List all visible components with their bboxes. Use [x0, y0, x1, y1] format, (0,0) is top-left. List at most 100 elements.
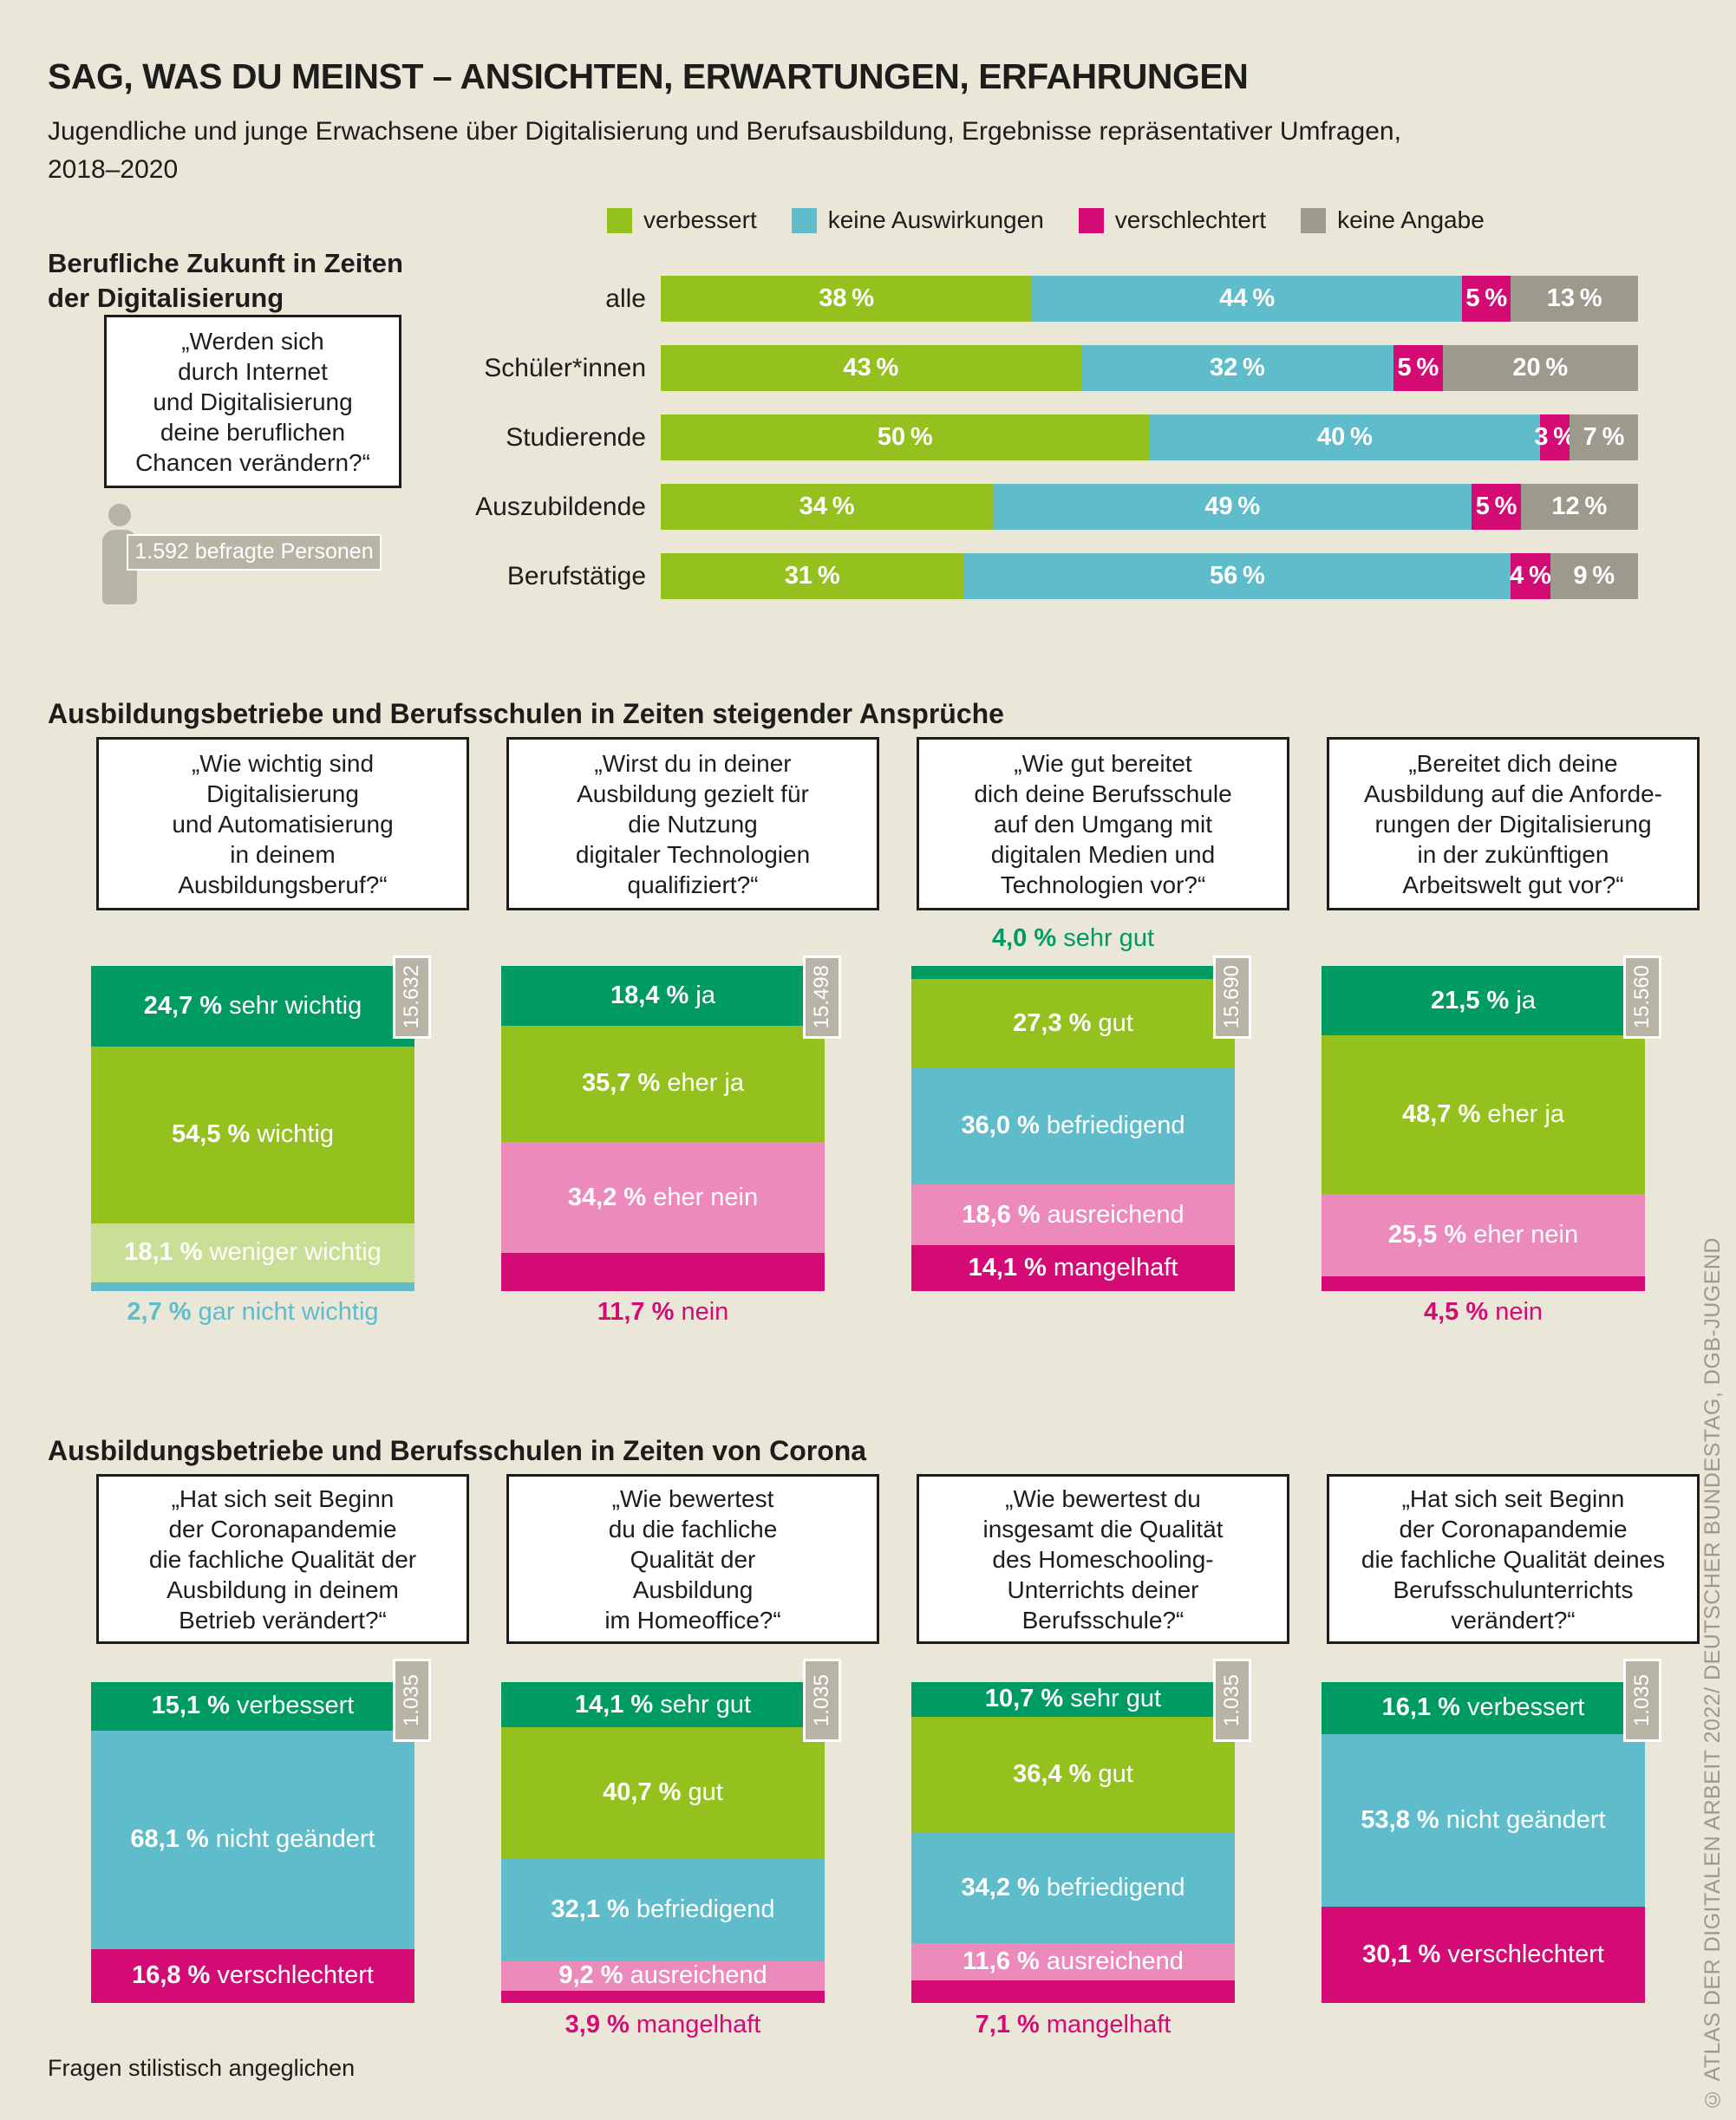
stacked-bar: 38 % 44 % 5 % 13 % — [661, 276, 1638, 322]
segment-value-label: 32 % — [1209, 354, 1265, 382]
bar-segment: 40 % — [1149, 414, 1541, 460]
bar-segment: 44 % — [1032, 276, 1463, 322]
segment-value: 11,6 % — [963, 1947, 1040, 1975]
bar-segment: 31 % — [661, 553, 964, 599]
bar-segment: 36,4 % gut — [911, 1716, 1235, 1834]
segment-label: 35,7 % eher ja — [582, 1069, 744, 1098]
bar-segment — [91, 1282, 414, 1291]
segment-text: sehr gut — [1063, 1685, 1162, 1713]
sample-size-value: 15.690 — [1220, 965, 1243, 1029]
legend-label: verbessert — [643, 206, 757, 233]
question-box: „Wie bewertest du insgesamt die Qualität… — [917, 1474, 1289, 1644]
segment-value-label: 49 % — [1204, 492, 1261, 520]
bar-segment: 40,7 % gut — [501, 1727, 825, 1858]
question-box: „Wie wichtig sind Digitalisierung und Au… — [96, 737, 469, 910]
segment-value-label: 20 % — [1512, 354, 1569, 382]
question-text: „Hat sich seit Beginn der Coronapandemie… — [1361, 1484, 1666, 1634]
segment-label: 30,1 % verschlechtert — [1362, 1941, 1604, 1969]
segment-text: gut — [1091, 1008, 1133, 1037]
segment-value-label: 13 % — [1546, 284, 1602, 312]
segment-label: 48,7 % eher ja — [1402, 1100, 1564, 1129]
segment-outside-label: 7,1 % mangelhaft — [911, 2011, 1235, 2039]
sample-size-box: 15.690 — [1213, 956, 1251, 1039]
segment-value-label: 44 % — [1219, 284, 1276, 312]
segment-text: ausreichend — [1040, 1200, 1185, 1229]
section2-heading: Ausbildungsbetriebe und Berufsschulen in… — [48, 697, 1004, 729]
legend-label: verschlechtert — [1114, 206, 1267, 233]
segment-label: 36,0 % befriedigend — [962, 1112, 1185, 1140]
segment-value: 16,8 % — [132, 1961, 211, 1990]
segment-value: 15,1 % — [151, 1692, 230, 1720]
sample-size-value: 15.632 — [400, 965, 423, 1029]
legend-color-chip — [607, 207, 632, 233]
legend: verbessert keine Auswirkungen verschlechte… — [607, 206, 1485, 234]
segment-label: 14,1 % mangelhaft — [969, 1254, 1178, 1282]
segment-label: 34,2 % befriedigend — [962, 1874, 1185, 1902]
segment-value: 32,1 % — [551, 1895, 630, 1923]
segment-label: 18,1 % weniger wichtig — [124, 1238, 382, 1267]
bar-segment: 34,2 % eher nein — [501, 1141, 825, 1254]
bar-segment — [1322, 1276, 1645, 1292]
legend-item: keine Auswirkungen — [791, 206, 1044, 234]
segment-value: 25,5 % — [1387, 1220, 1467, 1249]
footnote: Fragen stilistisch angeglichen — [48, 2055, 356, 2081]
segment-text: eher ja — [660, 1069, 745, 1098]
bar-segment: 3 % — [1534, 414, 1576, 460]
segment-text: verschlechtert — [210, 1961, 374, 1990]
question-text: „Werden sich durch Internet und Digitali… — [135, 327, 370, 476]
segment-text: verschlechtert — [1440, 1940, 1604, 1968]
segment-label: 27,3 % gut — [1013, 1009, 1133, 1038]
segment-label: 11,6 % ausreichend — [963, 1947, 1184, 1976]
bar-segment — [911, 1980, 1235, 2003]
segment-label: 34,2 % eher nein — [568, 1184, 758, 1212]
segment-value: 40,7 % — [603, 1778, 682, 1806]
bar-segment: 35,7 % eher ja — [501, 1026, 825, 1142]
segment-value: 18,1 % — [124, 1238, 203, 1267]
segment-value-label: 34 % — [799, 492, 855, 520]
stacked-bar: 34 % 49 % 5 % 12 % — [661, 484, 1638, 530]
stacked-bar: 18,4 % ja 35,7 % eher ja 34,2 % eher nein — [501, 966, 825, 1291]
question-text: „Wie wichtig sind Digitalisierung und Au… — [172, 749, 394, 898]
category-label: Schüler*innen — [484, 354, 646, 382]
segment-value: 11,7 % — [597, 1298, 675, 1326]
bar-segment — [501, 1253, 825, 1291]
segment-text: eher nein — [1466, 1220, 1579, 1249]
segment-label: 40,7 % gut — [603, 1778, 723, 1807]
segment-label: 16,8 % verschlechtert — [132, 1961, 374, 1990]
segment-label: 53,8 % nicht geändert — [1361, 1806, 1605, 1835]
page-title: SAG, WAS DU MEINST – ANSICHTEN, ERWARTUN… — [48, 56, 1249, 97]
category-label: Auszubildende — [475, 492, 646, 521]
segment-text: eher ja — [1480, 1100, 1565, 1129]
segment-text: sehr gut — [1056, 924, 1154, 952]
stacked-bar: 31 % 56 % 4 % 9 % — [661, 553, 1638, 599]
segment-text: gut — [681, 1778, 723, 1806]
stacked-bar: 21,5 % ja 48,7 % eher ja 25,5 % eher nein — [1322, 966, 1645, 1292]
bar-segment: 32 % — [1080, 345, 1394, 391]
sample-size-box: 1.035 — [1623, 1659, 1661, 1742]
bar-segment: 49 % — [993, 484, 1472, 530]
segment-value: 4,0 % — [991, 924, 1057, 952]
bar-segment: 34 % — [661, 484, 994, 530]
segment-value-label: 50 % — [877, 423, 933, 451]
sample-size-value: 1.035 — [1220, 1673, 1243, 1727]
segment-label: 9,2 % ausreichend — [558, 1961, 767, 1990]
legend-label: keine Auswirkungen — [827, 206, 1044, 233]
sample-size-box: 1.035 — [1213, 1659, 1251, 1742]
bar-segment: 11,6 % ausreichend — [911, 1942, 1235, 1980]
bar-segment — [911, 966, 1235, 979]
bar-segment: 9,2 % ausreichend — [501, 1960, 825, 1991]
page-subtitle: Jugendliche und junge Erwachsene über Di… — [48, 117, 1401, 184]
segment-value: 3,9 % — [565, 2011, 630, 2038]
segment-value-label: 38 % — [819, 284, 875, 312]
segment-label: 32,1 % befriedigend — [551, 1895, 775, 1924]
sample-size-value: 1.035 — [400, 1673, 423, 1727]
stacked-bar: 24,7 % sehr wichtig 54,5 % wichtig 18,1 % … — [91, 966, 414, 1291]
person-icon-head — [108, 504, 131, 526]
stacked-bar: 10,7 % sehr gut 36,4 % gut 34,2 % befriedi… — [911, 1682, 1235, 2003]
segment-text: befriedigend — [1039, 1874, 1185, 1902]
segment-label: 24,7 % sehr wichtig — [144, 992, 362, 1021]
legend-item: verbessert — [607, 206, 757, 234]
bar-segment: 9 % — [1550, 553, 1638, 599]
segment-value-label: 7 % — [1583, 423, 1625, 451]
question-box: „Werden sich durch Internet und Digitali… — [104, 315, 401, 488]
